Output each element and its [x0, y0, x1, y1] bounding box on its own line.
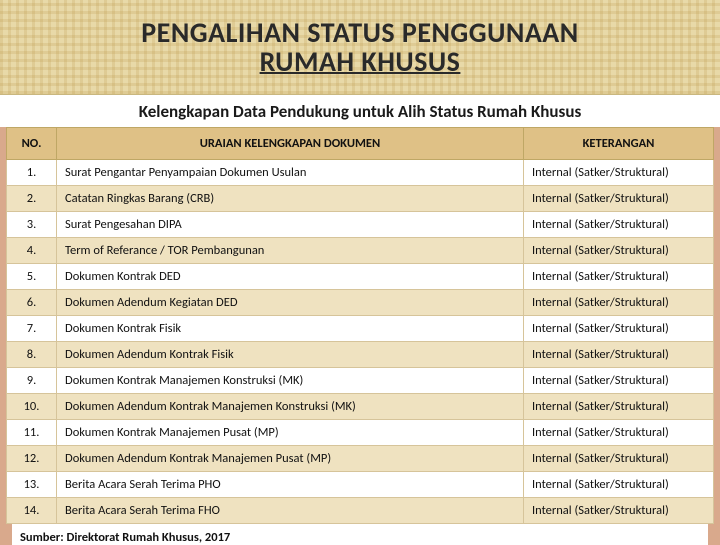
- cell-keterangan: Internal (Satker/Struktural): [524, 420, 714, 446]
- cell-uraian: Berita Acara Serah Terima FHO: [57, 498, 524, 524]
- cell-keterangan: Internal (Satker/Struktural): [524, 238, 714, 264]
- cell-no: 8.: [7, 342, 57, 368]
- cell-uraian: Dokumen Adendum Kontrak Manajemen Pusat …: [57, 446, 524, 472]
- table-header-row: NO. URAIAN KELENGKAPAN DOKUMEN KETERANGA…: [7, 128, 714, 160]
- table-row: 5.Dokumen Kontrak DEDInternal (Satker/St…: [7, 264, 714, 290]
- cell-uraian: Dokumen Kontrak DED: [57, 264, 524, 290]
- cell-keterangan: Internal (Satker/Struktural): [524, 368, 714, 394]
- cell-keterangan: Internal (Satker/Struktural): [524, 472, 714, 498]
- table-row: 4.Term of Referance / TOR PembangunanInt…: [7, 238, 714, 264]
- cell-uraian: Surat Pengesahan DIPA: [57, 212, 524, 238]
- cell-uraian: Dokumen Adendum Kegiatan DED: [57, 290, 524, 316]
- cell-uraian: Dokumen Kontrak Manajemen Konstruksi (MK…: [57, 368, 524, 394]
- table-row: 6.Dokumen Adendum Kegiatan DEDInternal (…: [7, 290, 714, 316]
- cell-uraian: Dokumen Kontrak Fisik: [57, 316, 524, 342]
- cell-no: 11.: [7, 420, 57, 446]
- cell-uraian: Dokumen Adendum Kontrak Manajemen Konstr…: [57, 394, 524, 420]
- cell-no: 1.: [7, 160, 57, 186]
- cell-keterangan: Internal (Satker/Struktural): [524, 212, 714, 238]
- cell-no: 12.: [7, 446, 57, 472]
- cell-no: 9.: [7, 368, 57, 394]
- table-row: 1.Surat Pengantar Penyampaian Dokumen Us…: [7, 160, 714, 186]
- cell-keterangan: Internal (Satker/Struktural): [524, 290, 714, 316]
- cell-no: 6.: [7, 290, 57, 316]
- cell-keterangan: Internal (Satker/Struktural): [524, 186, 714, 212]
- cell-keterangan: Internal (Satker/Struktural): [524, 498, 714, 524]
- cell-uraian: Dokumen Kontrak Manajemen Pusat (MP): [57, 420, 524, 446]
- table-row: 7.Dokumen Kontrak FisikInternal (Satker/…: [7, 316, 714, 342]
- cell-keterangan: Internal (Satker/Struktural): [524, 160, 714, 186]
- table-row: 12.Dokumen Adendum Kontrak Manajemen Pus…: [7, 446, 714, 472]
- cell-uraian: Dokumen Adendum Kontrak Fisik: [57, 342, 524, 368]
- cell-keterangan: Internal (Satker/Struktural): [524, 264, 714, 290]
- cell-no: 7.: [7, 316, 57, 342]
- cell-no: 14.: [7, 498, 57, 524]
- cell-uraian: Term of Referance / TOR Pembangunan: [57, 238, 524, 264]
- table-row: 2.Catatan Ringkas Barang (CRB)Internal (…: [7, 186, 714, 212]
- cell-uraian: Berita Acara Serah Terima PHO: [57, 472, 524, 498]
- cell-no: 3.: [7, 212, 57, 238]
- table-row: 10.Dokumen Adendum Kontrak Manajemen Kon…: [7, 394, 714, 420]
- cell-uraian: Catatan Ringkas Barang (CRB): [57, 186, 524, 212]
- table-row: 13.Berita Acara Serah Terima PHOInternal…: [7, 472, 714, 498]
- table-row: 14.Berita Acara Serah Terima FHOInternal…: [7, 498, 714, 524]
- title-line-2: RUMAH KHUSUS: [260, 47, 461, 76]
- table-container: NO. URAIAN KELENGKAPAN DOKUMEN KETERANGA…: [0, 127, 720, 545]
- cell-keterangan: Internal (Satker/Struktural): [524, 394, 714, 420]
- source-label: Sumber: Direktorat Rumah Khusus, 2017: [12, 524, 708, 545]
- col-no: NO.: [7, 128, 57, 160]
- title-line-1: PENGALIHAN STATUS PENGGUNAAN: [141, 18, 578, 47]
- table-row: 3.Surat Pengesahan DIPAInternal (Satker/…: [7, 212, 714, 238]
- cell-no: 5.: [7, 264, 57, 290]
- cell-no: 2.: [7, 186, 57, 212]
- cell-keterangan: Internal (Satker/Struktural): [524, 446, 714, 472]
- title-band: PENGALIHAN STATUS PENGGUNAAN RUMAH KHUSU…: [0, 0, 720, 95]
- cell-keterangan: Internal (Satker/Struktural): [524, 316, 714, 342]
- table-row: 9.Dokumen Kontrak Manajemen Konstruksi (…: [7, 368, 714, 394]
- col-keterangan: KETERANGAN: [524, 128, 714, 160]
- cell-uraian: Surat Pengantar Penyampaian Dokumen Usul…: [57, 160, 524, 186]
- cell-keterangan: Internal (Satker/Struktural): [524, 342, 714, 368]
- cell-no: 10.: [7, 394, 57, 420]
- document-table: NO. URAIAN KELENGKAPAN DOKUMEN KETERANGA…: [6, 127, 714, 524]
- cell-no: 4.: [7, 238, 57, 264]
- subtitle: Kelengkapan Data Pendukung untuk Alih St…: [0, 95, 720, 127]
- table-row: 8.Dokumen Adendum Kontrak FisikInternal …: [7, 342, 714, 368]
- col-uraian: URAIAN KELENGKAPAN DOKUMEN: [57, 128, 524, 160]
- cell-no: 13.: [7, 472, 57, 498]
- table-row: 11.Dokumen Kontrak Manajemen Pusat (MP)I…: [7, 420, 714, 446]
